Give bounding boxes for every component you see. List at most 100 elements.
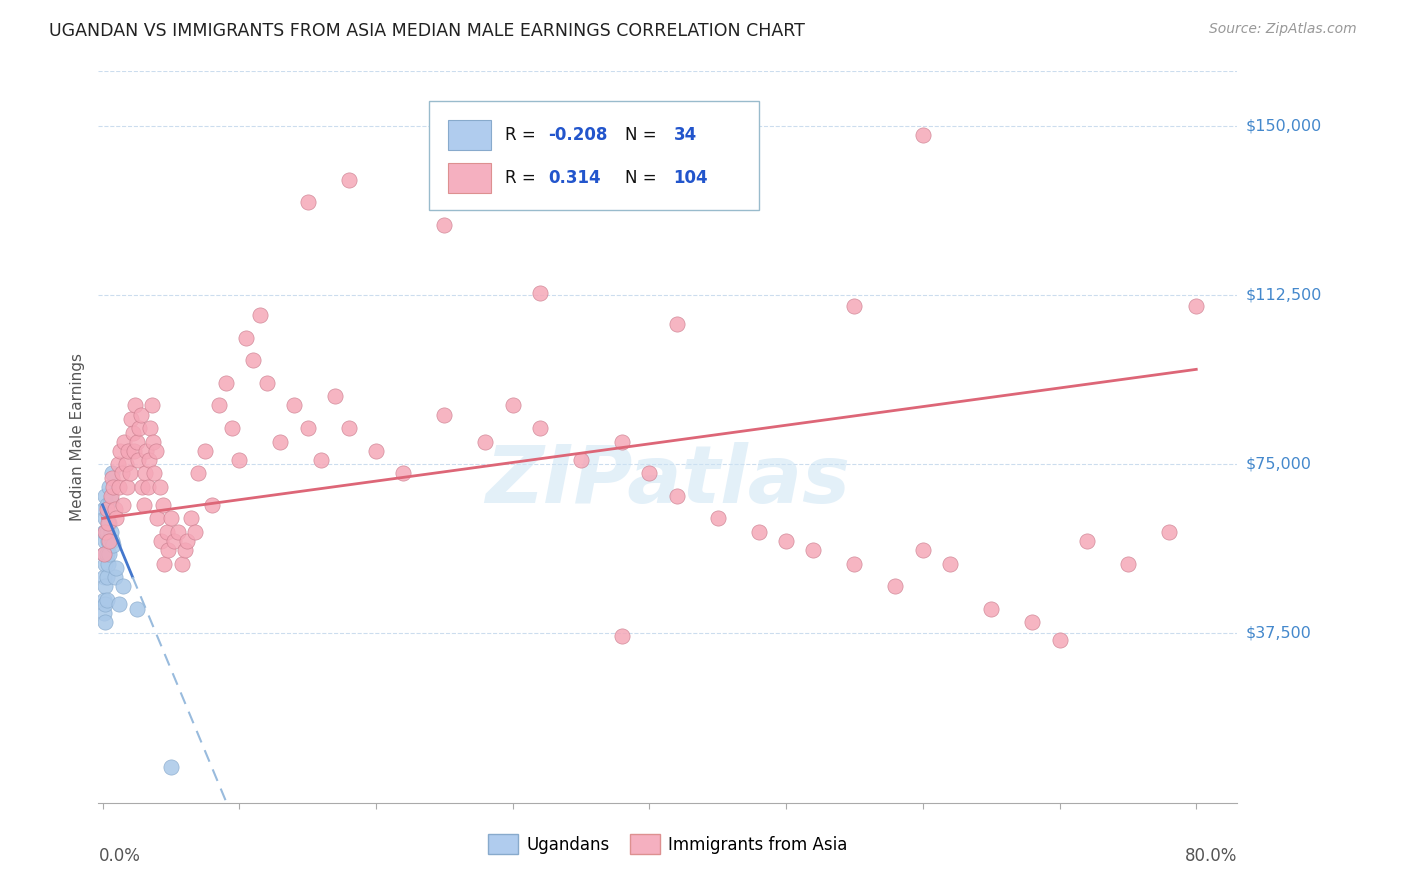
Point bbox=[127, 452, 149, 467]
Point bbox=[107, 457, 129, 471]
Point bbox=[114, 457, 136, 471]
Point bbox=[166, 524, 188, 539]
Point bbox=[103, 480, 125, 494]
Point bbox=[201, 498, 224, 512]
Point bbox=[337, 421, 360, 435]
Point bbox=[1185, 299, 1208, 313]
Point bbox=[1076, 533, 1098, 548]
Point bbox=[156, 524, 179, 539]
Point bbox=[98, 516, 121, 530]
Point bbox=[269, 434, 291, 449]
Point bbox=[221, 421, 243, 435]
Text: $37,500: $37,500 bbox=[1246, 626, 1312, 641]
Point bbox=[911, 128, 934, 142]
Point bbox=[93, 524, 115, 539]
Point bbox=[173, 543, 195, 558]
Point bbox=[105, 561, 128, 575]
Point bbox=[844, 557, 866, 571]
Point bbox=[108, 480, 131, 494]
Point bbox=[208, 399, 231, 413]
Point bbox=[160, 511, 183, 525]
Point bbox=[93, 548, 115, 562]
Text: UGANDAN VS IMMIGRANTS FROM ASIA MEDIAN MALE EARNINGS CORRELATION CHART: UGANDAN VS IMMIGRANTS FROM ASIA MEDIAN M… bbox=[49, 22, 806, 40]
Point bbox=[150, 533, 173, 548]
Point bbox=[134, 466, 156, 480]
Point bbox=[122, 443, 145, 458]
Point bbox=[143, 466, 166, 480]
Point bbox=[111, 466, 134, 480]
Point bbox=[529, 285, 551, 300]
Point bbox=[115, 480, 138, 494]
Point bbox=[665, 317, 688, 331]
Point bbox=[176, 533, 198, 548]
Point bbox=[146, 511, 169, 525]
Point bbox=[94, 615, 117, 630]
Text: 104: 104 bbox=[673, 169, 709, 187]
Point bbox=[120, 412, 142, 426]
Point bbox=[433, 218, 456, 232]
Text: 0.0%: 0.0% bbox=[98, 847, 141, 864]
Point bbox=[129, 408, 152, 422]
Bar bbox=[449, 162, 491, 194]
Point bbox=[141, 399, 163, 413]
Point bbox=[180, 511, 202, 525]
Point bbox=[96, 498, 118, 512]
Point bbox=[96, 548, 118, 562]
Point bbox=[101, 466, 124, 480]
Point bbox=[124, 399, 146, 413]
Point bbox=[101, 533, 124, 548]
Point bbox=[297, 421, 319, 435]
Point bbox=[135, 443, 157, 458]
Point bbox=[94, 489, 117, 503]
Point bbox=[108, 597, 131, 611]
Point bbox=[844, 299, 866, 313]
Point bbox=[93, 592, 115, 607]
Point bbox=[775, 533, 797, 548]
Point bbox=[256, 376, 278, 390]
Point bbox=[96, 592, 118, 607]
Point bbox=[100, 493, 122, 508]
Point bbox=[96, 524, 118, 539]
Point bbox=[706, 511, 728, 525]
Point bbox=[104, 570, 127, 584]
Text: ZIPatlas: ZIPatlas bbox=[485, 442, 851, 520]
Point bbox=[100, 489, 122, 503]
Y-axis label: Median Male Earnings: Median Male Earnings bbox=[70, 353, 86, 521]
Point bbox=[97, 516, 120, 530]
Point bbox=[131, 480, 153, 494]
Point bbox=[194, 443, 217, 458]
Point bbox=[803, 543, 825, 558]
Point bbox=[94, 511, 117, 525]
Point bbox=[337, 172, 360, 186]
Point bbox=[100, 524, 122, 539]
Text: N =: N = bbox=[624, 169, 661, 187]
Text: R =: R = bbox=[505, 169, 541, 187]
Point bbox=[569, 452, 592, 467]
Point bbox=[157, 543, 180, 558]
FancyBboxPatch shape bbox=[429, 101, 759, 211]
Point bbox=[939, 557, 962, 571]
Point bbox=[94, 579, 117, 593]
Point bbox=[145, 443, 167, 458]
Point bbox=[149, 480, 172, 494]
Point bbox=[118, 466, 141, 480]
Text: N =: N = bbox=[624, 126, 661, 144]
Point bbox=[235, 331, 257, 345]
Point bbox=[228, 452, 250, 467]
Point bbox=[138, 452, 160, 467]
Point bbox=[184, 524, 207, 539]
Point bbox=[104, 502, 127, 516]
Point bbox=[392, 466, 415, 480]
Text: 0.314: 0.314 bbox=[548, 169, 600, 187]
Text: -0.208: -0.208 bbox=[548, 126, 607, 144]
Point bbox=[105, 511, 128, 525]
Point bbox=[103, 538, 125, 552]
Point bbox=[93, 548, 115, 562]
Point bbox=[364, 443, 387, 458]
Point bbox=[529, 421, 551, 435]
Point bbox=[638, 466, 661, 480]
Point bbox=[980, 601, 1002, 615]
Point bbox=[110, 443, 132, 458]
Point bbox=[249, 308, 271, 322]
Text: $150,000: $150,000 bbox=[1246, 118, 1322, 133]
